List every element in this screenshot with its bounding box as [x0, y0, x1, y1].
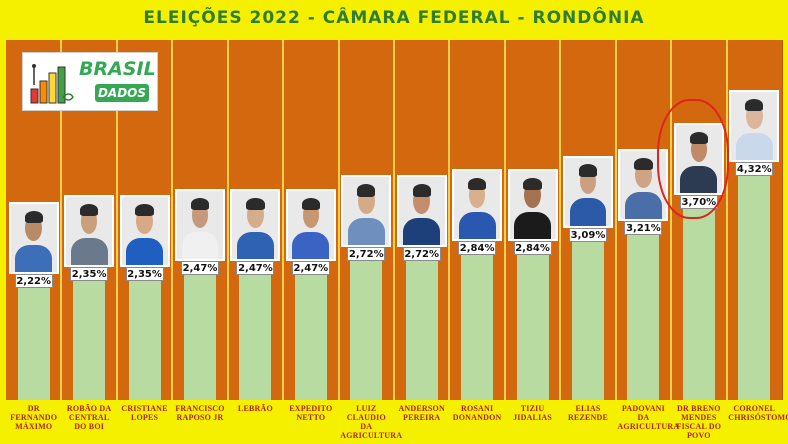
category-label: ANDERSON PEREIRA [398, 404, 445, 422]
column-separator [171, 40, 174, 400]
candidate-photo [230, 188, 281, 261]
category-label: LUIZ CLAUDIO DA AGRICULTURA [340, 404, 403, 440]
category-label: ROSANI DONANDON [452, 404, 502, 422]
data-label: 2,47% [291, 260, 330, 275]
column-separator [559, 40, 562, 400]
candidate-photo [341, 175, 392, 248]
category-label: CRISTIANE LOPES [121, 404, 168, 422]
candidate-hair [246, 197, 265, 210]
bar [738, 168, 771, 400]
column-separator [60, 40, 63, 400]
data-label: 2,84% [513, 241, 552, 256]
category-label: EXPEDITO NETTO [289, 404, 333, 422]
candidate-hair [357, 184, 376, 197]
category-label: LEBRÃO [237, 404, 273, 413]
candidate-shirt [347, 218, 385, 246]
category-label: TIZIU JIDALIAS [513, 404, 553, 422]
candidate-hair [634, 158, 653, 171]
category-label: ROBÃO DA CENTRAL DO BOI [66, 404, 112, 431]
candidate-shirt [458, 211, 496, 240]
candidate-hair [190, 197, 210, 210]
candidate-hair [301, 197, 321, 210]
data-label: 2,72% [347, 247, 386, 262]
candidate-hair [79, 204, 99, 217]
data-label: 2,47% [236, 260, 275, 275]
data-label: 2,47% [181, 260, 219, 275]
column-separator [115, 40, 118, 400]
candidate-photo [452, 169, 503, 242]
bar [184, 267, 216, 400]
brasil-dados-logo: BRASIL DADOS [22, 52, 158, 111]
bar [627, 228, 660, 400]
data-label: 2,84% [458, 241, 497, 256]
column-separator [226, 40, 229, 400]
candidate-shirt [181, 231, 219, 259]
column-separator [503, 40, 506, 400]
logo-brasil-text: BRASIL [79, 58, 156, 80]
candidate-photo [175, 188, 225, 261]
candidate-shirt [126, 238, 163, 266]
category-label: PADOVANI DA AGRICULTURA [617, 404, 680, 431]
column-separator [282, 40, 285, 400]
chart-title: ELEIÇÕES 2022 - CÂMARA FEDERAL - RONDÔNI… [143, 8, 645, 28]
bar [405, 254, 438, 400]
candidate-hair [745, 98, 764, 111]
category-label: DR FERNANDO MÁXIMO [10, 404, 58, 431]
column-separator [337, 40, 340, 400]
candidate-photo [507, 169, 558, 242]
category-label: FRANCISCO RAPOSO JR [175, 404, 225, 422]
candidate-shirt [15, 245, 53, 273]
bar [682, 202, 715, 400]
candidate-photo [119, 195, 170, 268]
category-label: CORONEL CHRISÓSTOMO [728, 404, 788, 422]
data-label: 2,35% [70, 267, 109, 282]
bar [516, 248, 549, 400]
candidate-shirt [514, 211, 551, 240]
candidate-photo [563, 155, 613, 228]
candidate-hair [412, 184, 431, 197]
candidate-photo [396, 175, 447, 248]
data-label: 2,22% [14, 274, 53, 289]
data-label: 2,35% [125, 267, 164, 282]
bar [461, 248, 494, 400]
candidate-photo [285, 188, 336, 261]
candidate-hair [523, 177, 542, 191]
data-label: 2,72% [402, 247, 441, 262]
data-label: 3,09% [569, 227, 607, 242]
bar [73, 274, 106, 400]
highlight-circle [657, 99, 729, 219]
bar [350, 254, 383, 400]
column-separator [670, 40, 673, 400]
bar-chart-logo-icon [30, 64, 74, 104]
data-label: 3,21% [624, 221, 663, 236]
candidate-shirt [237, 231, 274, 259]
candidate-shirt [70, 238, 108, 266]
bar [239, 267, 272, 400]
candidate-photo [729, 89, 780, 162]
column-separator [614, 40, 617, 400]
candidate-shirt [403, 218, 441, 246]
candidate-shirt [292, 231, 330, 259]
bar [294, 267, 327, 400]
candidate-hair [135, 204, 154, 217]
candidate-shirt [625, 192, 662, 220]
logo-dados-text: DADOS [95, 84, 149, 102]
candidate-shirt [569, 198, 607, 226]
category-label: ELIAS REZENDE [567, 404, 609, 422]
candidate-hair [578, 164, 598, 177]
candidate-shirt [735, 132, 773, 160]
column-separator [448, 40, 451, 400]
data-label: 4,32% [735, 161, 774, 176]
bar [572, 234, 604, 400]
candidate-photo [64, 195, 115, 268]
candidate-hair [467, 177, 487, 191]
candidate-photo [8, 202, 59, 275]
bar [17, 281, 50, 400]
column-separator [393, 40, 395, 400]
bar [128, 274, 161, 400]
column-separator [725, 40, 728, 400]
category-label: DR BRENO MENDES FISCAL DO POVO [676, 404, 722, 440]
candidate-hair [24, 211, 43, 224]
